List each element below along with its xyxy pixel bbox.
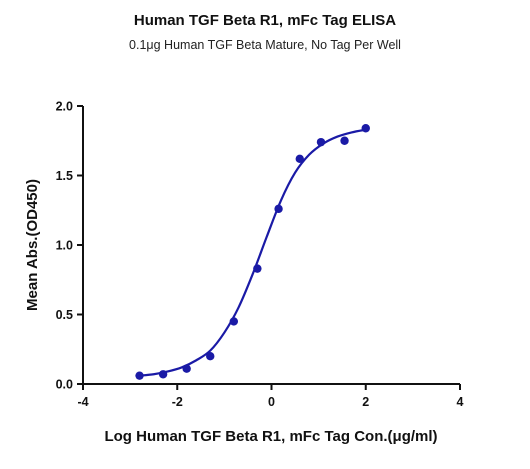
data-point <box>340 136 349 145</box>
x-axis-title: Log Human TGF Beta R1, mFc Tag Con.(μg/m… <box>104 428 437 445</box>
x-tick-label: 2 <box>362 395 369 409</box>
y-tick-label: 2.0 <box>56 100 73 114</box>
axes <box>82 106 460 385</box>
y-tick-label: 1.5 <box>56 169 73 183</box>
chart-title: Human TGF Beta R1, mFc Tag ELISA <box>133 12 397 29</box>
y-tick-label: 1.0 <box>56 239 73 253</box>
y-ticks: 0.0 0.5 1.0 1.5 2.0 <box>56 100 83 392</box>
data-point <box>274 204 283 214</box>
x-tick-label: 4 <box>457 395 464 409</box>
y-tick-label: 0.5 <box>56 308 73 322</box>
x-ticks: -4 -2 0 2 4 <box>77 384 464 409</box>
data-point <box>229 317 238 326</box>
data-point <box>135 371 144 380</box>
fit-curve <box>139 128 366 377</box>
x-tick-label: 0 <box>268 395 275 409</box>
data-point <box>316 137 326 147</box>
y-tick-label: 0.0 <box>56 378 73 392</box>
series-layer <box>135 124 370 380</box>
data-point <box>295 154 304 164</box>
data-point <box>158 370 168 379</box>
x-tick-label: -2 <box>172 395 183 409</box>
chart-subtitle: 0.1μg Human TGF Beta Mature, No Tag Per … <box>129 38 401 52</box>
x-tick-label: -4 <box>77 395 88 409</box>
data-point <box>182 364 191 373</box>
data-point <box>253 264 262 273</box>
data-point <box>361 124 370 133</box>
y-axis-title: Mean Abs.(OD450) <box>24 179 41 311</box>
data-point <box>206 352 215 361</box>
